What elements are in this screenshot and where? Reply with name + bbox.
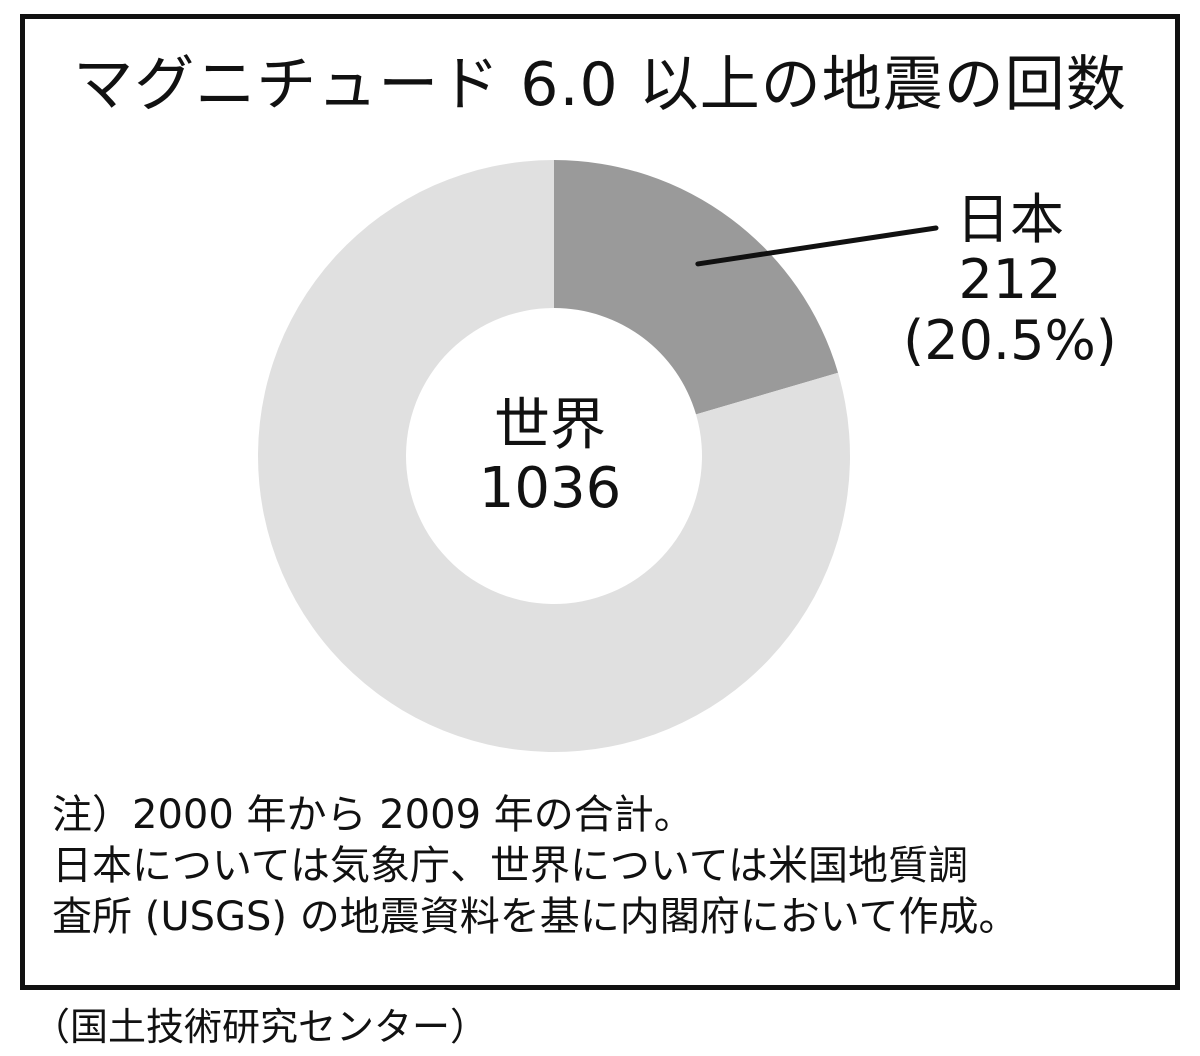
- chart-title: マグニチュード 6.0 以上の地震の回数: [73, 50, 1127, 120]
- note-line: 注）2000 年から 2009 年の合計。: [52, 792, 694, 838]
- japan-percent: (20.5%): [903, 308, 1117, 372]
- slice-japan: [554, 160, 839, 415]
- chart-frame: [20, 14, 1180, 990]
- center-label: 世界 1036: [430, 393, 670, 521]
- japan-name: 日本: [956, 188, 1064, 251]
- source-credit: （国土技術研究センター）: [32, 1005, 489, 1049]
- note-line: 日本については気象庁、世界については米国地質調: [52, 843, 968, 890]
- slice-rest-of-world: [258, 160, 850, 752]
- japan-leader-line: [695, 225, 939, 267]
- world-name: 世界: [494, 393, 606, 458]
- japan-label: 日本 212 (20.5%): [880, 188, 1140, 372]
- note-line: 査所 (USGS) の地震資料を基に内閣府において作成。: [52, 894, 1019, 941]
- japan-value: 212: [958, 248, 1062, 312]
- world-total: 1036: [478, 455, 622, 521]
- notes: 注）2000 年から 2009 年の合計。 日本については気象庁、世界については…: [52, 790, 1172, 944]
